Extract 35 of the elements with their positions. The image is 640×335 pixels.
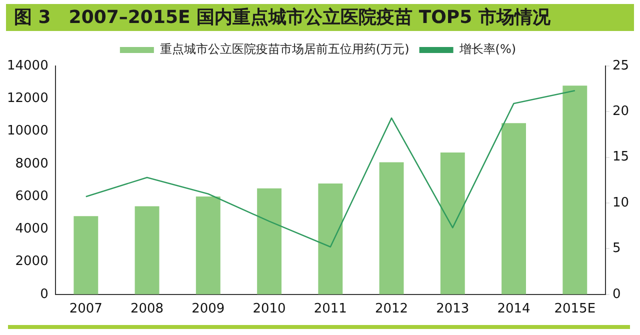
x-tick-label: 2011 (314, 302, 347, 317)
y2-tick-label: 5 (612, 241, 621, 256)
y-tick-label: 12000 (6, 91, 48, 106)
y2-tick-label: 0 (612, 286, 621, 302)
y-tick-label: 2000 (15, 254, 48, 270)
y-tick-label: 10000 (6, 124, 48, 139)
legend-label: 重点城市公立医院疫苗市场居前五位用药(万元) (160, 42, 410, 56)
x-tick-label: 2007 (69, 302, 102, 317)
y-tick-label: 8000 (15, 156, 48, 172)
x-tick-label: 2014 (497, 302, 530, 317)
y2-tick-label: 20 (612, 104, 630, 120)
bar (257, 188, 282, 294)
x-tick-label: 2015E (554, 302, 596, 317)
bar (379, 162, 404, 294)
x-tick-label: 2010 (252, 302, 286, 317)
bar (134, 206, 160, 294)
bar (196, 196, 220, 294)
bar (562, 86, 588, 294)
y2-tick-label: 25 (612, 58, 630, 74)
y-tick-label: 6000 (15, 188, 48, 204)
x-tick-label: 2009 (192, 302, 225, 317)
y2-tick-label: 10 (612, 195, 630, 210)
bar (74, 216, 98, 294)
y-tick-label: 14000 (6, 58, 48, 74)
bar (318, 183, 343, 294)
y-tick-label: 0 (40, 286, 48, 302)
x-tick-label: 2013 (436, 302, 470, 317)
x-tick-label: 2012 (374, 302, 408, 317)
x-tick-label: 2008 (130, 302, 164, 317)
chart-title: 图 3 2007–2015E 国内重点城市公立医院疫苗 TOP5 市场情况 (6, 4, 634, 31)
legend-label: 增长率(%) (458, 42, 516, 56)
y2-tick-label: 15 (612, 150, 630, 165)
bar (502, 123, 526, 294)
bar (440, 152, 465, 294)
y-tick-label: 4000 (15, 222, 48, 237)
